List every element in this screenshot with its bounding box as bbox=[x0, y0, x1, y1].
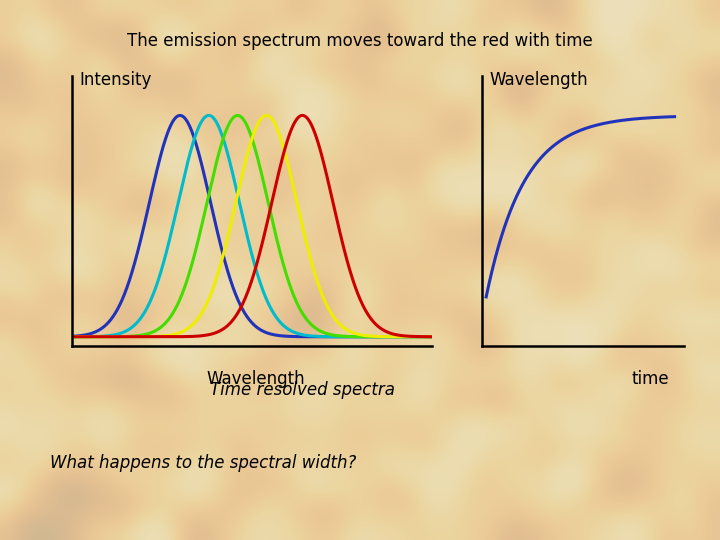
Text: What happens to the spectral width?: What happens to the spectral width? bbox=[50, 454, 357, 471]
Text: Wavelength: Wavelength bbox=[207, 370, 305, 388]
Text: Intensity: Intensity bbox=[79, 71, 152, 89]
Text: The emission spectrum moves toward the red with time: The emission spectrum moves toward the r… bbox=[127, 32, 593, 50]
Text: time: time bbox=[632, 370, 670, 388]
Text: Wavelength: Wavelength bbox=[490, 71, 588, 89]
Text: Time resolved spectra: Time resolved spectra bbox=[210, 381, 395, 399]
